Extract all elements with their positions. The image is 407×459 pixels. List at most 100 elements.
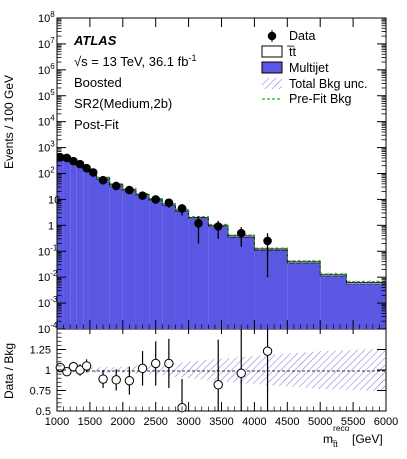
- top-ytick-exp-9: 5: [50, 88, 55, 97]
- top-ytick-base-8: 10: [38, 117, 50, 129]
- lumi-exponent: -1: [188, 53, 196, 63]
- ratio-point-13: [236, 368, 246, 378]
- fit-state-label: Post-Fit: [74, 117, 119, 132]
- legend-data-label: Data: [289, 29, 315, 43]
- legend-multijet-label: Multijet: [289, 61, 329, 75]
- top-ytick-exp-8: 4: [50, 114, 55, 123]
- top-ytick-base-10: 10: [38, 65, 50, 77]
- legend-multijet-box: [261, 61, 283, 74]
- region-label: SR2(Medium,2b): [74, 96, 172, 111]
- legend-unc-label: Total Bkg unc.: [289, 77, 368, 91]
- top-ytick-label-4: 1: [48, 220, 54, 232]
- xtick-label-6: 4000: [242, 416, 266, 428]
- ratio-ytick-label-3: 1.25: [30, 345, 51, 357]
- xtick-label-9: 5500: [341, 416, 365, 428]
- legend-ttbar-label: t̅t: [287, 45, 297, 59]
- top-ytick-base-0: 10: [38, 324, 50, 336]
- xtick-label-7: 4500: [275, 416, 299, 428]
- legend: Data t̅t Multijet Total Bkg unc. Pre-Fit…: [261, 29, 368, 106]
- ratio-point-14: [262, 346, 273, 356]
- top-ytick-exp-2: -2: [50, 269, 58, 278]
- multijet-bin-11: [162, 205, 176, 329]
- top-ytick-label-6: 102: [38, 166, 55, 181]
- multijet-bin-2: [70, 163, 77, 329]
- unc-bin-16: [254, 247, 288, 252]
- multijet-bin-1: [63, 160, 71, 329]
- top-ytick-exp-6: 2: [50, 166, 55, 175]
- top-ytick-exp-11: 7: [50, 36, 55, 45]
- ratio-ytick-label-1: 0.75: [30, 386, 51, 398]
- multijet-bin-16: [254, 250, 288, 329]
- data-point-10: [151, 195, 160, 204]
- data-point-11: [164, 198, 174, 207]
- top-ytick-base-6: 10: [38, 169, 50, 181]
- ratio-point-6: [111, 375, 121, 385]
- legend-prefit-label: Pre-Fit Bkg: [289, 92, 352, 106]
- data-point-8: [125, 185, 134, 195]
- x-axis-label-sub: t̅t: [331, 439, 338, 449]
- selection-label: Boosted: [74, 75, 122, 90]
- top-ytick-label-0: 10-4: [38, 321, 58, 336]
- ratio-unc-band: [57, 348, 386, 392]
- top-ytick-base-1: 10: [38, 298, 50, 310]
- x-axis-label-main: m: [323, 432, 333, 446]
- multijet-bin-13: [188, 218, 209, 329]
- top-ytick-exp-0: -4: [50, 321, 58, 330]
- ratio-point-7: [124, 375, 135, 386]
- top-ytick-label-8: 104: [38, 114, 55, 129]
- top-ytick-label-3: 10-1: [38, 243, 58, 258]
- ratio-band-path: [57, 348, 386, 392]
- multijet-bin-18: [320, 276, 347, 329]
- legend-ttbar-box: [261, 45, 283, 58]
- multijet-bin-6: [96, 179, 110, 329]
- ratio-ytick-label-0: 0.5: [36, 406, 51, 418]
- multijet-bin-7: [109, 185, 123, 329]
- multijet-bin-9: [135, 195, 150, 329]
- xtick-label-8: 5000: [308, 416, 332, 428]
- xtick-label-2: 2000: [111, 416, 135, 428]
- xtick-label-0: 1000: [45, 416, 69, 428]
- data-point-3: [75, 159, 85, 169]
- data-point-7: [111, 181, 121, 191]
- ratio-point-9: [151, 358, 161, 369]
- multijet-bin-3: [76, 166, 84, 329]
- data-point-4: [82, 163, 91, 173]
- top-y-axis-label: Events / 100 GeV: [2, 75, 16, 169]
- xtick-label-10: 6000: [374, 416, 398, 428]
- top-ytick-label-10: 106: [38, 62, 55, 77]
- top-ytick-exp-10: 6: [50, 62, 55, 71]
- top-ytick-base-7: 10: [38, 143, 50, 155]
- top-ytick-label-12: 108: [38, 10, 55, 25]
- x-axis-label-unit: [GeV]: [352, 432, 383, 446]
- multijet-bin-19: [346, 283, 386, 329]
- ratio-point-4: [81, 361, 92, 371]
- multijet-bin-5: [89, 173, 97, 329]
- data-point-14: [213, 222, 223, 231]
- legend-unc-box: [262, 78, 282, 89]
- top-ytick-base-2: 10: [38, 272, 50, 284]
- data-points: [57, 153, 272, 278]
- ratio-point-5: [98, 374, 108, 384]
- top-ytick-label-9: 105: [38, 88, 55, 103]
- top-ytick-base-5: 10: [48, 194, 60, 206]
- top-ytick-exp-3: -1: [50, 243, 58, 252]
- multijet-bin-14: [208, 226, 229, 329]
- multijet-bin-12: [175, 211, 189, 329]
- x-axis-label-sup: reco: [333, 423, 350, 433]
- x-axis-label: m: [323, 432, 333, 446]
- xtick-label-5: 3500: [209, 416, 233, 428]
- ratio-point-3: [75, 365, 85, 375]
- ratio-points: [55, 329, 273, 413]
- energy-lumi-text: √s = 13 TeV, 36.1 fb: [74, 54, 188, 69]
- xtick-label-4: 3000: [176, 416, 200, 428]
- x-axis-ticks: 1000 1500 2000 2500 3000 3500 4000 4500 5000 5500…: [45, 18, 398, 428]
- data-point-1: [62, 153, 72, 163]
- top-ytick-label-5: 10: [48, 194, 60, 206]
- multijet-stack: [57, 158, 386, 329]
- multijet-bin-10: [149, 200, 163, 329]
- data-point-12: [177, 204, 187, 213]
- data-point-15: [236, 228, 246, 238]
- ratio-point-8: [137, 363, 148, 374]
- data-point-6: [98, 175, 108, 185]
